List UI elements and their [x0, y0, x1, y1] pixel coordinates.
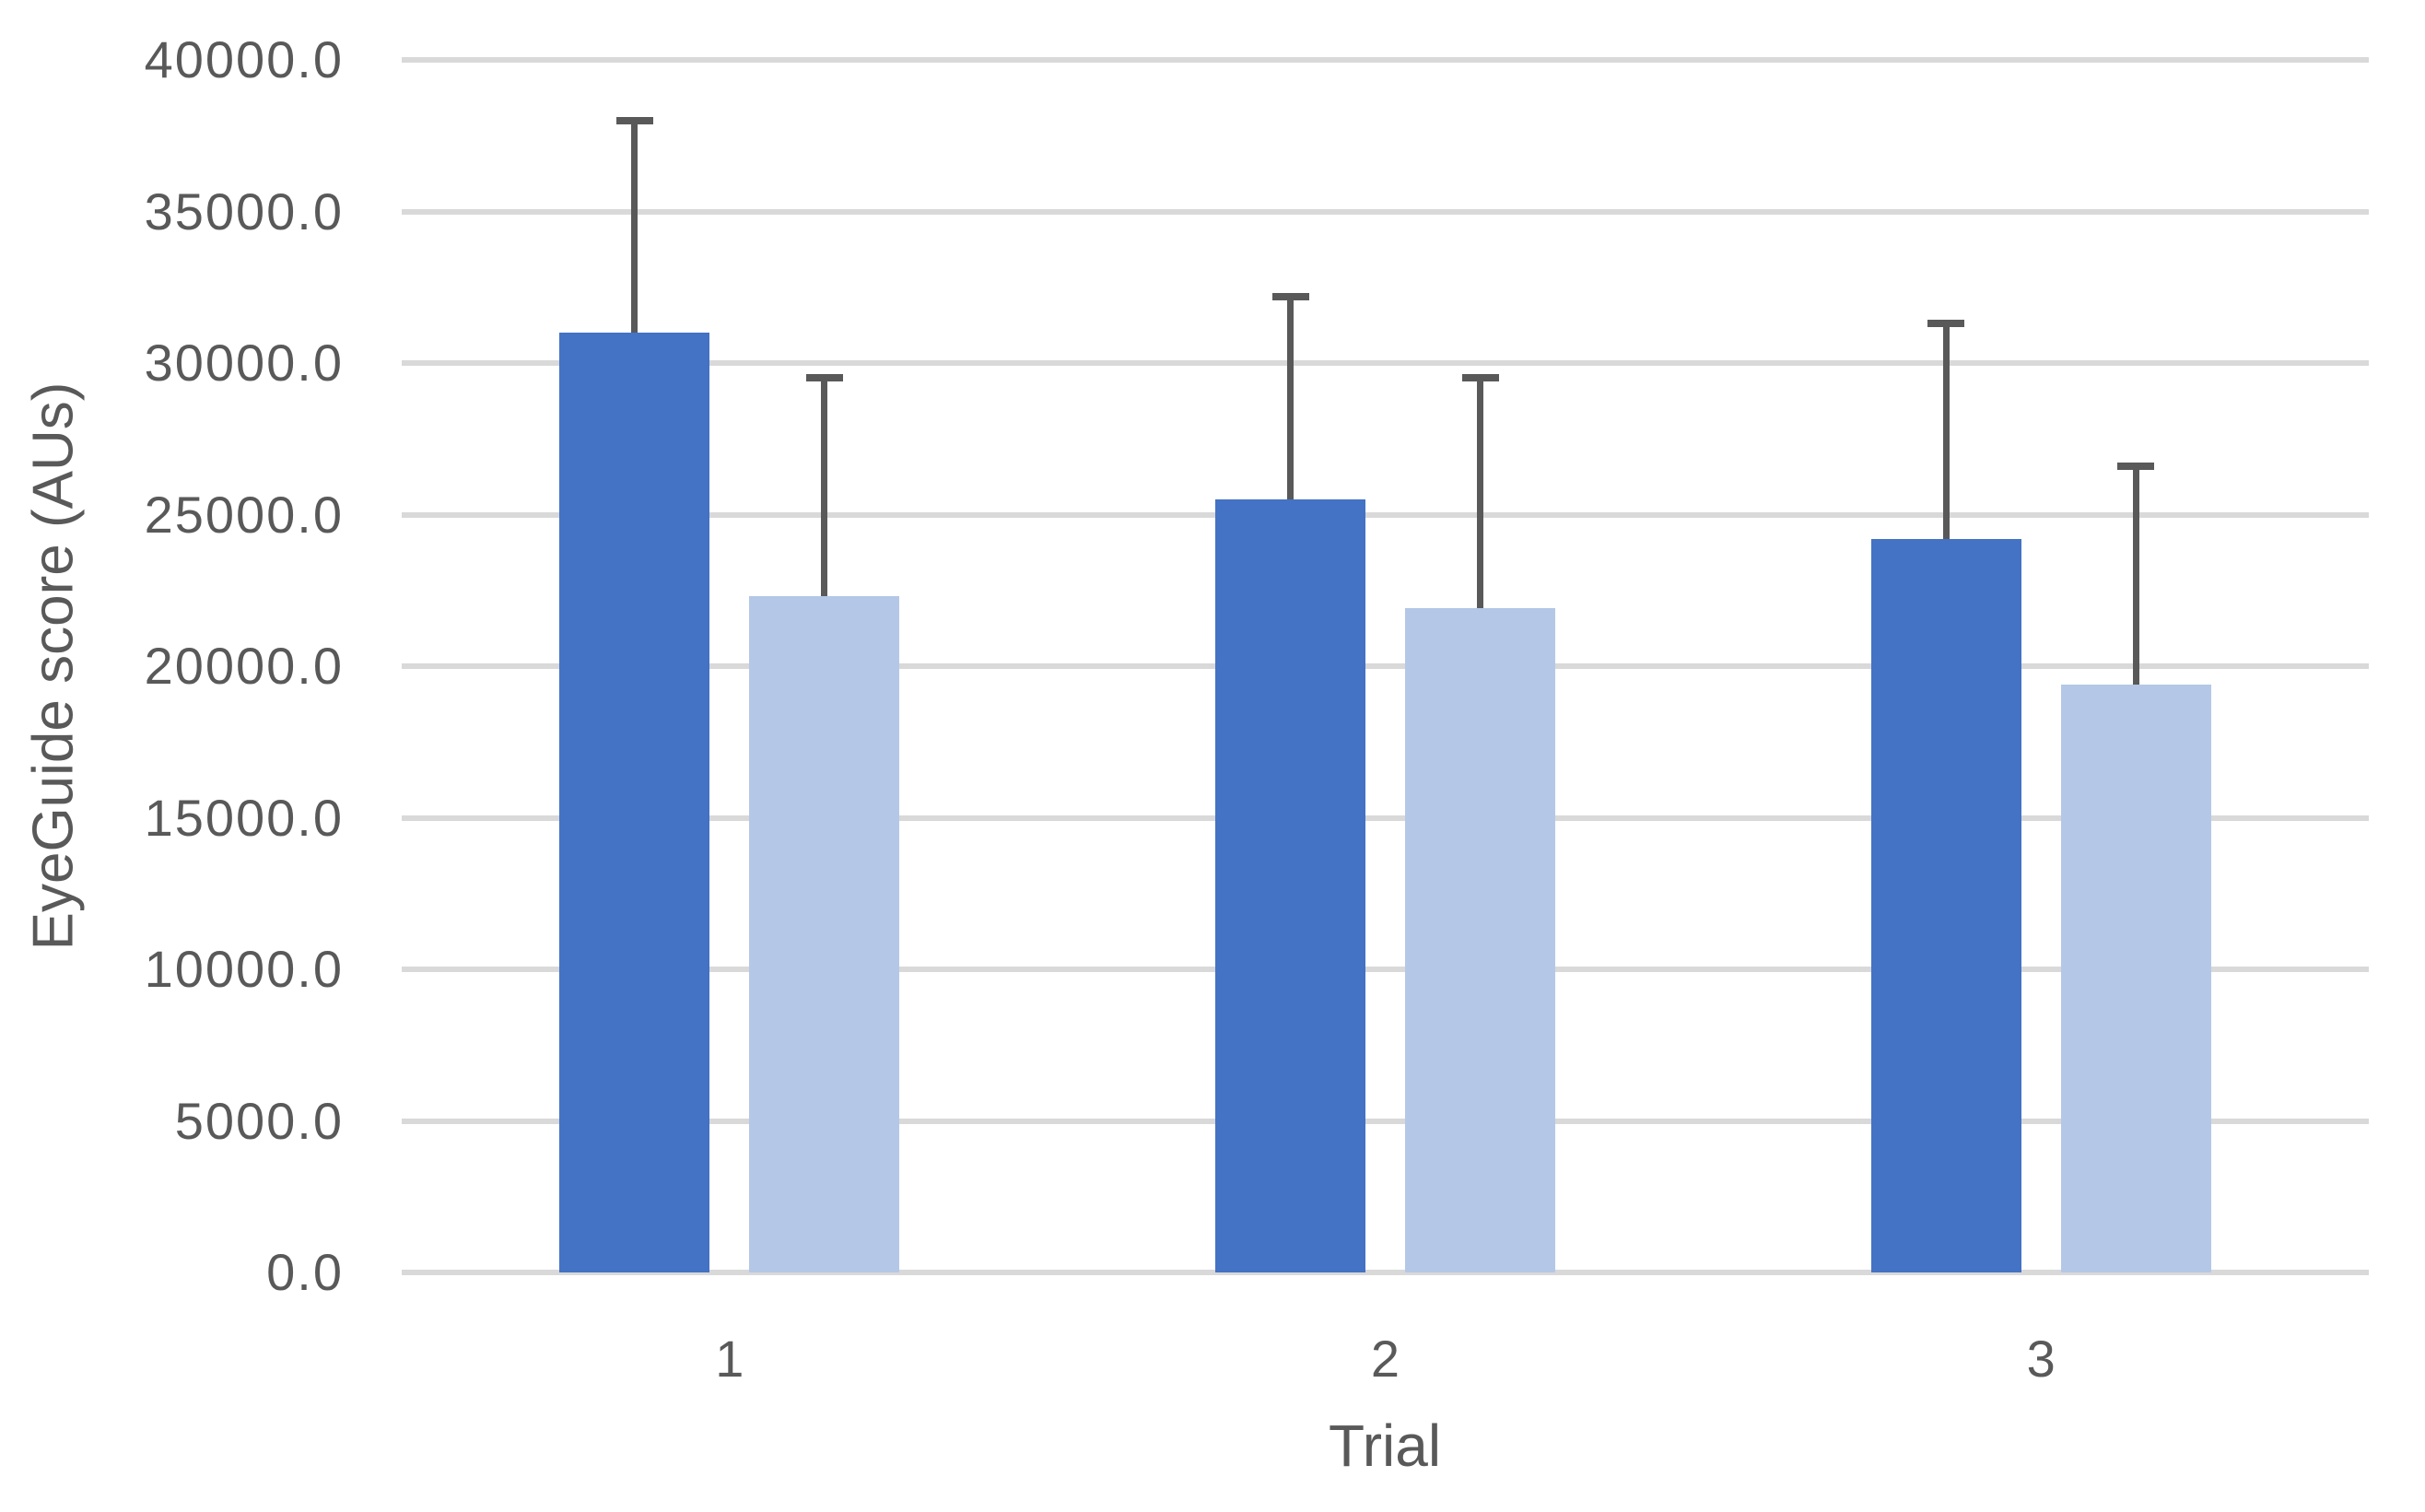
x-axis-tick-label: 1 — [715, 1330, 744, 1388]
error-bar-cap-dark-blue-trial-3 — [1927, 320, 1965, 328]
gridline — [402, 208, 2369, 215]
error-bar-cap-light-blue-trial-1 — [805, 374, 843, 382]
bar-light-blue-trial-3 — [2060, 684, 2211, 1272]
gridline — [402, 1270, 2369, 1275]
error-bar-dark-blue-trial-3 — [1942, 323, 1950, 539]
y-axis-tick-label: 0.0 — [266, 1243, 344, 1301]
gridline — [402, 511, 2369, 518]
error-bar-cap-dark-blue-trial-2 — [1271, 292, 1309, 300]
error-bar-light-blue-trial-3 — [2132, 465, 2139, 685]
y-axis-tick-label: 5000.0 — [174, 1091, 344, 1150]
error-bar-cap-light-blue-trial-2 — [1461, 374, 1499, 382]
x-axis-title: Trial — [1328, 1412, 1442, 1479]
x-axis-tick-label: 2 — [1370, 1330, 1400, 1388]
bar-dark-blue-trial-1 — [559, 333, 710, 1272]
y-axis-tick-label: 15000.0 — [144, 788, 344, 847]
gridline — [402, 360, 2369, 366]
gridline — [402, 57, 2369, 63]
bar-dark-blue-trial-2 — [1215, 499, 1365, 1272]
y-axis-tick-label: 30000.0 — [144, 334, 344, 392]
error-bar-cap-dark-blue-trial-1 — [615, 116, 653, 124]
y-axis-tick-label: 10000.0 — [144, 940, 344, 998]
x-axis-tick-label: 3 — [2026, 1330, 2056, 1388]
gridline — [402, 663, 2369, 669]
bar-light-blue-trial-2 — [1405, 608, 1555, 1272]
error-bar-light-blue-trial-1 — [821, 378, 828, 597]
bar-light-blue-trial-1 — [749, 596, 900, 1272]
gridline — [402, 967, 2369, 972]
error-bar-dark-blue-trial-2 — [1287, 296, 1294, 500]
gridline — [402, 815, 2369, 821]
error-bar-dark-blue-trial-1 — [631, 120, 638, 334]
gridline — [402, 1118, 2369, 1124]
bar-dark-blue-trial-3 — [1870, 538, 2021, 1272]
error-bar-cap-light-blue-trial-3 — [2117, 462, 2155, 470]
y-axis-tick-label: 25000.0 — [144, 485, 344, 544]
y-axis-tick-label: 35000.0 — [144, 182, 344, 240]
error-bar-light-blue-trial-2 — [1477, 378, 1483, 609]
y-axis-tick-label: 20000.0 — [144, 637, 344, 695]
y-axis-tick-label: 40000.0 — [144, 30, 344, 88]
